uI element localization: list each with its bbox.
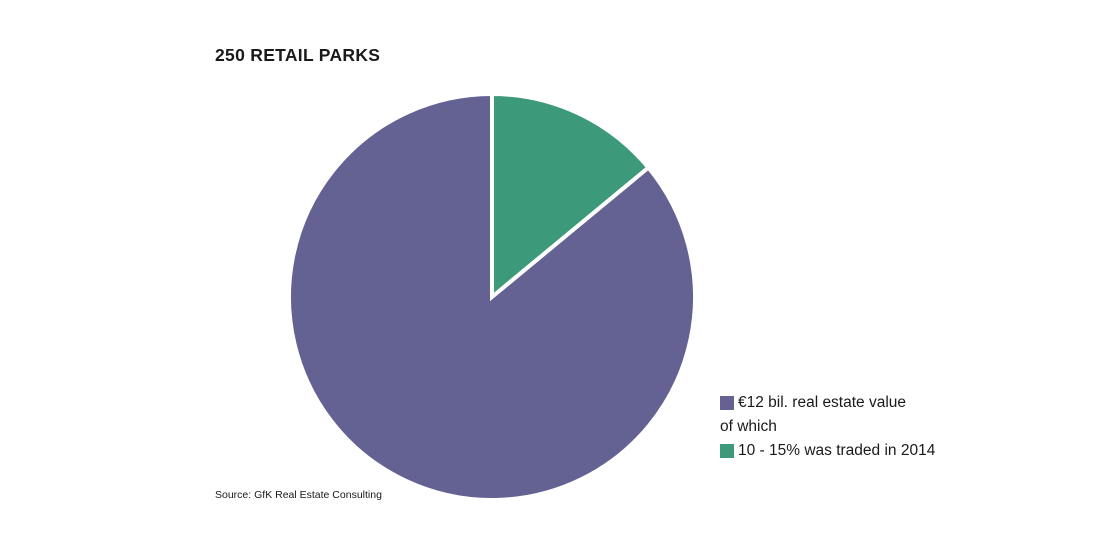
legend-item-traded-2014: 10 - 15% was traded in 2014 xyxy=(720,439,935,463)
legend-label-real-estate-value: €12 bil. real estate value xyxy=(738,394,907,411)
source-note: Source: GfK Real Estate Consulting xyxy=(215,489,382,501)
legend-item-real-estate-value: €12 bil. real estate value xyxy=(720,391,935,415)
legend-label-of-which: of which xyxy=(720,418,777,435)
legend-label-traded-2014: 10 - 15% was traded in 2014 xyxy=(738,442,936,459)
pie-slice-traded-2014 xyxy=(490,91,652,302)
legend: €12 bil. real estate value of which 10 -… xyxy=(720,391,935,463)
legend-swatch-purple xyxy=(720,396,734,410)
chart-title: 250 RETAIL PARKS xyxy=(215,45,381,65)
pie-slices xyxy=(287,91,697,502)
legend-swatch-green xyxy=(720,444,734,458)
legend-item-of-which: of which xyxy=(720,415,935,439)
pie-slice-real-estate-value xyxy=(287,91,697,502)
